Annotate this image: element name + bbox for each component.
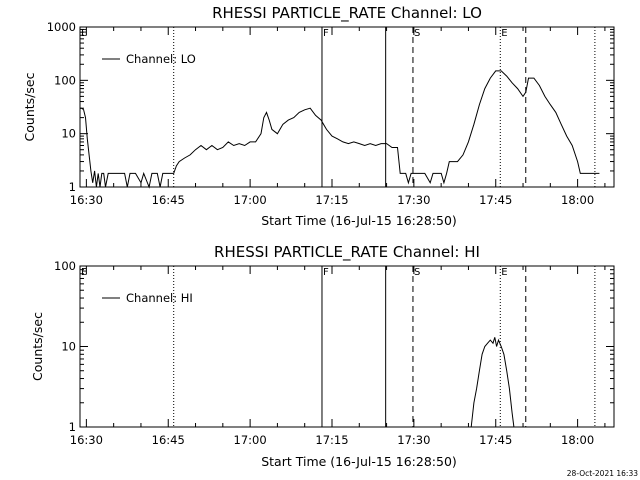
y-tick-label: 100	[54, 73, 76, 87]
event-marker-label: E	[81, 267, 87, 278]
x-tick-label: 18:00	[561, 433, 594, 447]
x-tick-label: 16:45	[152, 433, 185, 447]
event-marker-label: E	[501, 28, 507, 39]
y-tick-label: 100	[54, 259, 76, 273]
x-tick-label: 16:45	[152, 193, 185, 207]
hi-channel-panel: RHESSI PARTICLE_RATE Channel: HI Start Ti…	[30, 243, 615, 469]
event-marker-label: F	[323, 28, 329, 39]
generation-timestamp: 28-Oct-2021 16:33	[567, 469, 638, 478]
y-tick-label: 10	[61, 340, 76, 354]
y-tick-label: 1000	[47, 20, 76, 34]
legend-label: Channel: HI	[126, 291, 193, 305]
x-tick-label: 16:30	[70, 433, 103, 447]
y-tick-label: 1	[69, 420, 76, 434]
x-tick-label: 17:45	[479, 193, 512, 207]
chart-title: RHESSI PARTICLE_RATE Channel: LO	[212, 4, 482, 23]
y-tick-label: 10	[61, 127, 76, 141]
x-tick-label: 17:15	[315, 193, 348, 207]
lo-channel-panel: RHESSI PARTICLE_RATE Channel: LO Start Ti…	[22, 4, 615, 228]
y-axis-label: Counts/sec	[30, 312, 45, 381]
x-tick-label: 17:15	[315, 433, 348, 447]
y-tick-label: 1	[69, 180, 76, 194]
x-tick-label: 17:00	[234, 193, 267, 207]
plot-frame	[79, 26, 615, 188]
event-marker-label: S	[414, 267, 420, 278]
x-tick-label: 17:30	[397, 193, 430, 207]
x-tick-label: 16:30	[70, 193, 103, 207]
x-axis-label: Start Time (16-Jul-15 16:28:50)	[261, 213, 457, 228]
event-marker-label: E	[81, 28, 87, 39]
x-tick-label: 18:00	[561, 193, 594, 207]
legend-label: Channel: LO	[126, 52, 196, 66]
y-axis-label: Counts/sec	[22, 72, 37, 141]
event-marker-label: F	[323, 267, 329, 278]
series-line-lo	[80, 70, 600, 189]
event-marker-label: S	[414, 28, 420, 39]
x-tick-label: 17:45	[479, 433, 512, 447]
x-tick-label: 17:30	[397, 433, 430, 447]
x-tick-label: 17:00	[234, 433, 267, 447]
series-line-hi	[470, 337, 515, 428]
chart-title: RHESSI PARTICLE_RATE Channel: HI	[214, 243, 480, 262]
x-axis-label: Start Time (16-Jul-15 16:28:50)	[261, 454, 457, 469]
event-marker-label: E	[501, 267, 507, 278]
